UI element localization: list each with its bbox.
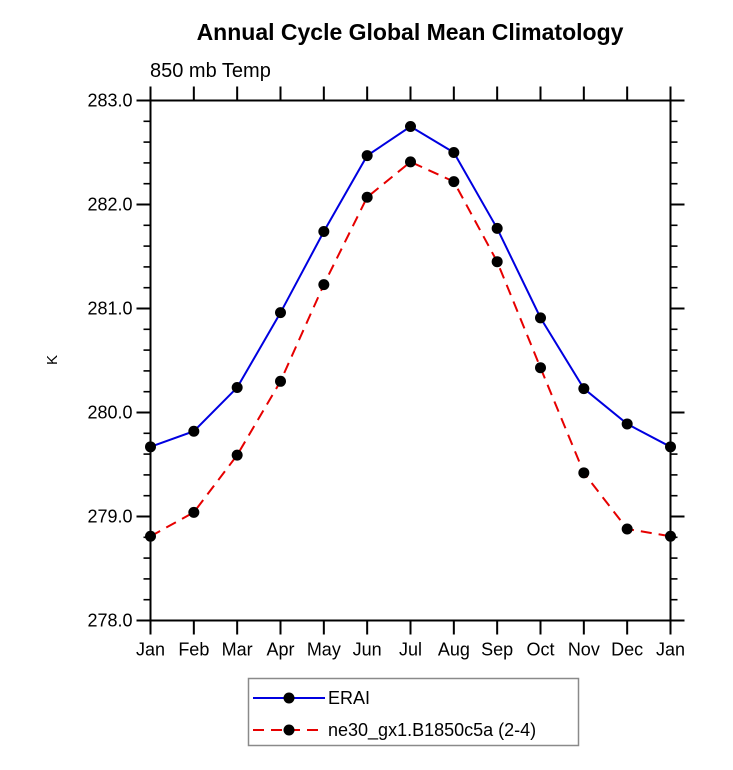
x-tick-label: Oct bbox=[526, 640, 554, 660]
x-tick-label: Jun bbox=[353, 640, 382, 660]
x-axis-ticks bbox=[149, 86, 672, 635]
x-tick-label: May bbox=[307, 640, 341, 660]
series-erai-marker bbox=[318, 226, 330, 238]
legend-samples bbox=[253, 692, 325, 736]
series-ne30-marker bbox=[621, 523, 633, 535]
series-ne30-marker bbox=[361, 191, 373, 203]
y-tick-label: 281.0 bbox=[87, 299, 132, 319]
series-ne30-marker bbox=[578, 467, 590, 479]
legend-box bbox=[247, 677, 580, 747]
legend-label-ne30: ne30_gx1.B1850c5a (2-4) bbox=[328, 720, 536, 741]
series-ne30-line bbox=[150, 160, 671, 538]
x-tick-label: Nov bbox=[568, 640, 600, 660]
series-ne30-marker bbox=[145, 530, 156, 542]
series-ne30-marker bbox=[665, 530, 676, 542]
axis-frame bbox=[149, 99, 672, 622]
series-erai-marker bbox=[275, 307, 286, 319]
series-erai-marker bbox=[361, 150, 373, 162]
legend: ERAI ne30_gx1.B1850c5a (2-4) bbox=[247, 677, 580, 747]
series-erai-marker bbox=[405, 121, 416, 132]
x-tick-label: Aug bbox=[438, 640, 470, 660]
x-tick-label: Mar bbox=[222, 640, 253, 660]
series-ne30-marker bbox=[448, 176, 460, 188]
series-erai-marker bbox=[665, 441, 676, 453]
x-tick-label: Feb bbox=[178, 640, 209, 660]
series-ne30-marker bbox=[318, 279, 330, 291]
series-erai-marker bbox=[448, 147, 460, 158]
y-tick-label: 280.0 bbox=[87, 403, 132, 423]
legend-sample-marker bbox=[283, 692, 295, 704]
chart-title: Annual Cycle Global Mean Climatology bbox=[197, 19, 624, 45]
series-ne30-marker bbox=[535, 362, 546, 374]
x-axis-tick-labels: Jan Feb Mar Apr May Jun Jul Aug Sep Oct Nov Dec Jan bbox=[136, 640, 685, 660]
y-axis-ticks bbox=[136, 99, 685, 622]
series-erai-line bbox=[150, 125, 671, 448]
series-erai-marker bbox=[145, 441, 156, 453]
series-erai-marker bbox=[535, 312, 546, 324]
series-erai-marker bbox=[621, 418, 633, 430]
x-tick-label: Jan bbox=[656, 640, 685, 660]
chart-subtitle: 850 mb Temp bbox=[150, 60, 271, 82]
series-erai-marker bbox=[578, 383, 590, 395]
y-tick-label: 282.0 bbox=[87, 195, 132, 215]
y-tick-label: 279.0 bbox=[87, 507, 132, 527]
series-ne30 bbox=[145, 156, 676, 542]
series-ne30-marker bbox=[231, 449, 243, 461]
y-tick-label: 283.0 bbox=[87, 91, 132, 111]
x-tick-label: Jan bbox=[136, 640, 165, 660]
y-axis-tick-labels: 278.0 279.0 280.0 281.0 282.0 283.0 bbox=[87, 91, 132, 631]
x-tick-label: Jul bbox=[399, 640, 422, 660]
series-erai bbox=[145, 121, 676, 453]
y-tick-label: 278.0 bbox=[87, 611, 132, 631]
series-erai-marker bbox=[491, 222, 503, 234]
legend-sample-marker bbox=[283, 724, 295, 736]
series-ne30-marker bbox=[275, 375, 286, 387]
series-erai-marker bbox=[188, 425, 200, 437]
x-tick-label: Sep bbox=[481, 640, 513, 660]
x-tick-label: Dec bbox=[611, 640, 643, 660]
series-erai-marker bbox=[231, 382, 243, 394]
y-axis-label: K bbox=[44, 355, 61, 365]
plot-area: 278.0 279.0 280.0 281.0 282.0 283.0 Jan Feb Mar A… bbox=[87, 86, 685, 660]
series-ne30-marker bbox=[188, 506, 200, 518]
series-ne30-marker bbox=[491, 256, 503, 268]
x-tick-label: Apr bbox=[266, 640, 294, 660]
legend-label-erai: ERAI bbox=[328, 688, 370, 708]
series-ne30-marker bbox=[405, 156, 416, 168]
